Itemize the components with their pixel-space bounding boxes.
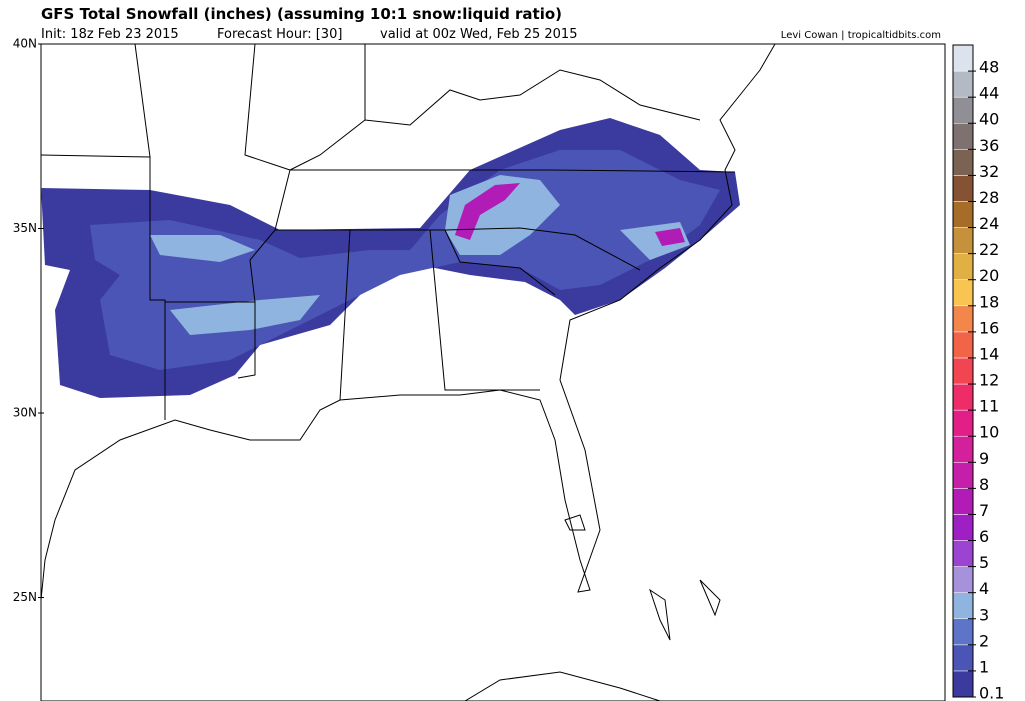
colorbar-label: 20 <box>979 266 999 285</box>
valid-time: valid at 00z Wed, Feb 25 2015 <box>380 27 577 42</box>
colorbar-box <box>952 175 974 202</box>
colorbar-label: 11 <box>979 397 999 416</box>
state-borders <box>40 43 736 420</box>
colorbar-box <box>952 331 974 359</box>
snow-band <box>455 183 685 246</box>
colorbar-box <box>952 670 974 698</box>
credit: Levi Cowan | tropicaltidbits.com <box>781 30 941 41</box>
colorbar-label: 16 <box>979 318 999 337</box>
colorbar-box <box>952 44 974 72</box>
colorbar-label: 6 <box>979 527 989 546</box>
colorbar-label: 3 <box>979 605 989 624</box>
colorbar-label: 10 <box>979 423 999 442</box>
lat-label: 40N <box>13 37 37 51</box>
colorbar-label: 2 <box>979 631 989 650</box>
colorbar-box <box>952 122 974 150</box>
colorbar-label: 8 <box>979 475 989 494</box>
latitude-axis: 40N 35N 30N 25N <box>13 37 44 604</box>
colorbar-label: 18 <box>979 292 999 311</box>
colorbar-box <box>952 96 974 124</box>
colorbar-box <box>952 357 974 385</box>
title: GFS Total Snowfall (inches) (assuming 10… <box>41 5 562 23</box>
colorbar-box <box>952 383 974 411</box>
colorbar-box <box>952 488 974 515</box>
forecast-hour: Forecast Hour: [30] <box>217 27 342 42</box>
colorbar-box <box>952 253 974 280</box>
colorbar-box <box>952 305 974 333</box>
lat-label: 35N <box>13 221 37 235</box>
colorbar-box <box>952 149 974 176</box>
colorbar-label: 24 <box>979 214 999 233</box>
colorbar-label: 7 <box>979 501 989 520</box>
colorbar-box <box>952 514 974 541</box>
lat-label: 25N <box>13 590 37 604</box>
colorbar-box <box>952 592 974 620</box>
map <box>40 43 946 701</box>
colorbar-label: 4 <box>979 579 989 598</box>
colorbar-label: 14 <box>979 344 999 363</box>
snowfall <box>41 118 740 398</box>
colorbar-label: 28 <box>979 188 999 207</box>
colorbar-label: 9 <box>979 449 989 468</box>
colorbar-label: 40 <box>979 110 999 129</box>
colorbar-label: 48 <box>979 58 999 77</box>
lat-label: 30N <box>13 406 37 420</box>
snow-band <box>150 175 690 335</box>
colorbar-label: 22 <box>979 240 999 259</box>
colorbar-label: 32 <box>979 162 999 181</box>
colorbar-box <box>952 540 974 567</box>
colorbar-box <box>952 462 974 489</box>
coastline <box>40 43 776 701</box>
colorbar-label: 44 <box>979 84 999 103</box>
colorbar-box <box>952 409 974 437</box>
colorbar-label: 12 <box>979 371 999 390</box>
colorbar-label: 36 <box>979 136 999 155</box>
colorbar-box <box>952 566 974 593</box>
colorbar-box <box>952 279 974 307</box>
colorbar-box <box>952 227 974 254</box>
colorbar-box <box>952 70 974 98</box>
colorbar-box <box>952 618 974 646</box>
colorbar: 0.11234567891011121416182022242832364044… <box>952 44 1004 701</box>
colorbar-frame <box>952 44 974 698</box>
colorbar-box <box>952 435 974 463</box>
init: Init: 18z Feb 23 2015 <box>41 27 179 42</box>
colorbar-label: 5 <box>979 553 989 572</box>
colorbar-label: 0.1 <box>979 684 1004 701</box>
colorbar-box <box>952 201 974 228</box>
colorbar-box <box>952 644 974 672</box>
colorbar-label: 1 <box>979 657 989 676</box>
